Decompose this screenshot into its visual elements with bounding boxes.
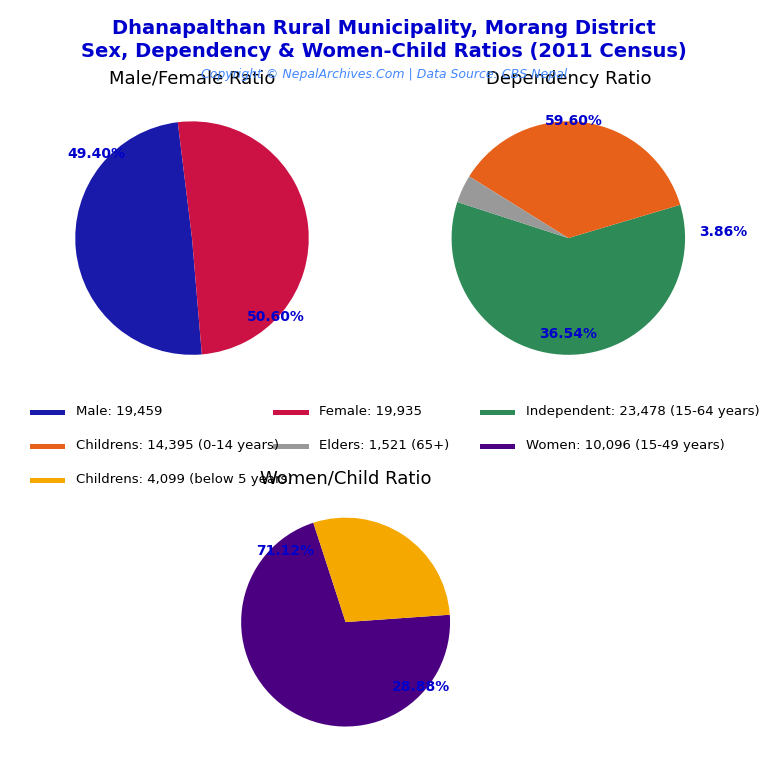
Wedge shape (452, 202, 685, 355)
Text: Childrens: 4,099 (below 5 years): Childrens: 4,099 (below 5 years) (76, 473, 293, 486)
Text: 3.86%: 3.86% (699, 225, 747, 240)
Title: Male/Female Ratio: Male/Female Ratio (109, 70, 275, 88)
Wedge shape (457, 177, 568, 238)
Text: 49.40%: 49.40% (68, 147, 125, 161)
Text: 36.54%: 36.54% (539, 327, 598, 341)
Bar (30, 478, 65, 483)
Text: 59.60%: 59.60% (545, 114, 603, 128)
Title: Dependency Ratio: Dependency Ratio (485, 70, 651, 88)
Text: Female: 19,935: Female: 19,935 (319, 405, 422, 418)
Wedge shape (75, 122, 202, 355)
Text: Sex, Dependency & Women-Child Ratios (2011 Census): Sex, Dependency & Women-Child Ratios (20… (81, 42, 687, 61)
Wedge shape (469, 121, 680, 238)
Text: Dhanapalthan Rural Municipality, Morang District: Dhanapalthan Rural Municipality, Morang … (112, 19, 656, 38)
Text: Independent: 23,478 (15-64 years): Independent: 23,478 (15-64 years) (525, 405, 760, 418)
Bar (273, 410, 309, 415)
Bar (30, 410, 65, 415)
Text: Copyright © NepalArchives.Com | Data Source: CBS Nepal: Copyright © NepalArchives.Com | Data Sou… (201, 68, 567, 81)
Bar (480, 410, 515, 415)
Bar (30, 444, 65, 449)
Text: Male: 19,459: Male: 19,459 (76, 405, 162, 418)
Bar (480, 444, 515, 449)
Text: 50.60%: 50.60% (247, 310, 305, 324)
Text: 71.12%: 71.12% (256, 544, 314, 558)
Bar (273, 444, 309, 449)
Title: Women/Child Ratio: Women/Child Ratio (260, 469, 432, 487)
Text: Women: 10,096 (15-49 years): Women: 10,096 (15-49 years) (525, 439, 724, 452)
Text: Childrens: 14,395 (0-14 years): Childrens: 14,395 (0-14 years) (76, 439, 279, 452)
Text: 28.88%: 28.88% (392, 680, 450, 694)
Wedge shape (241, 523, 450, 727)
Wedge shape (177, 121, 309, 354)
Wedge shape (313, 518, 450, 622)
Text: Elders: 1,521 (65+): Elders: 1,521 (65+) (319, 439, 449, 452)
